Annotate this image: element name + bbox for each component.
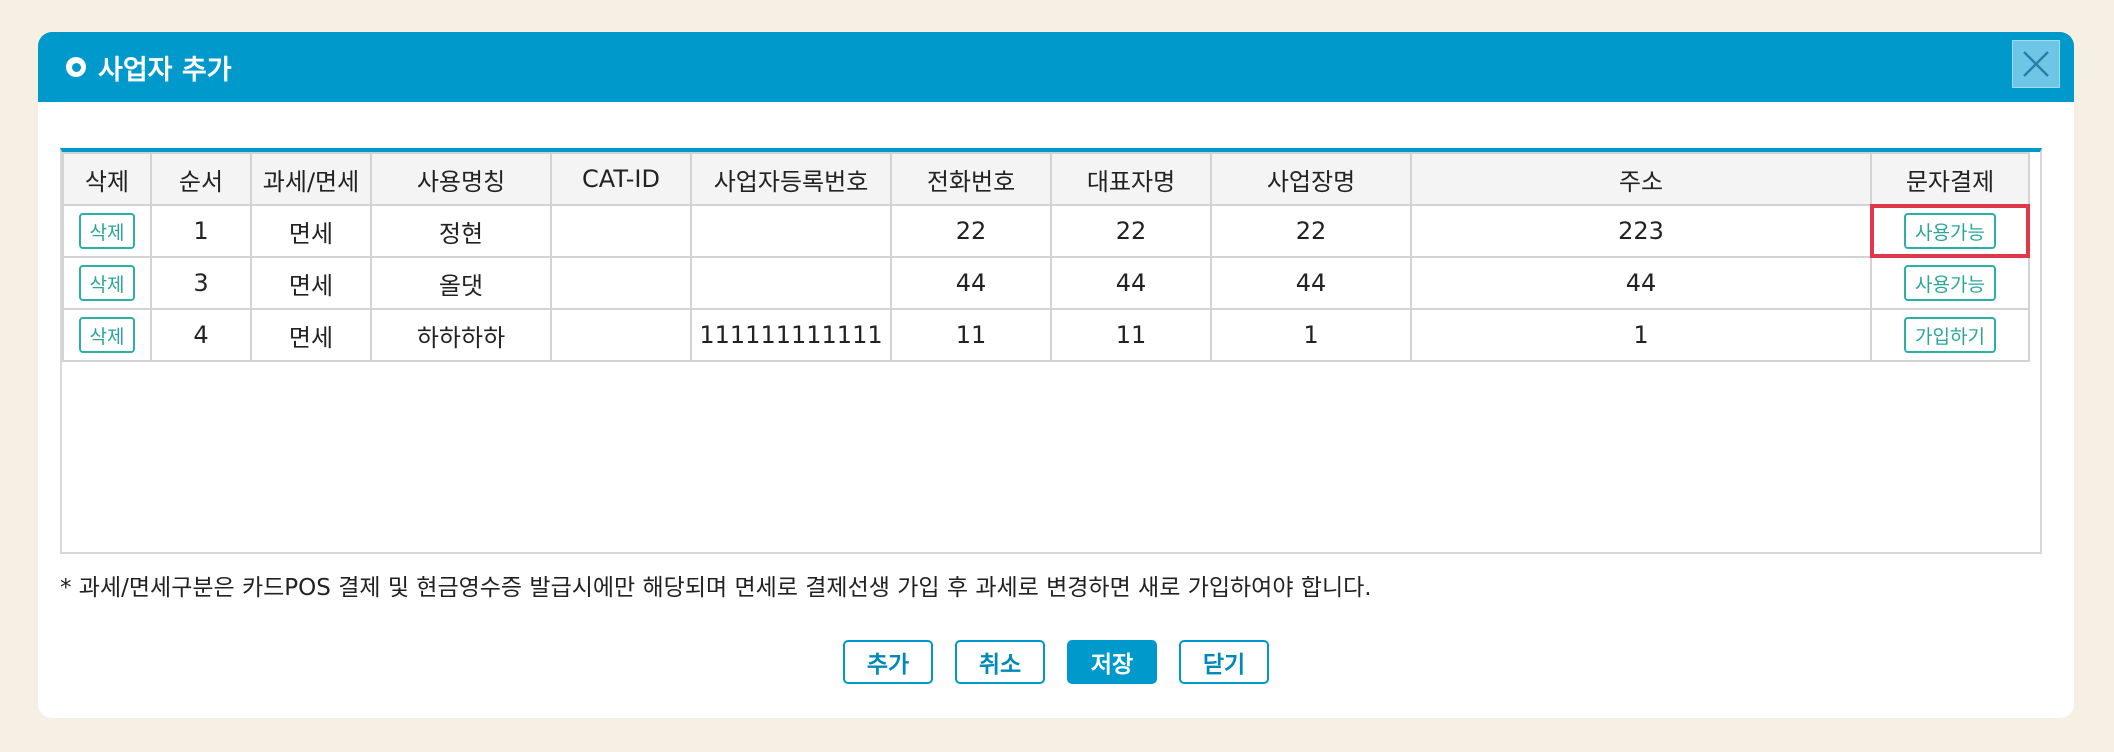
close-button[interactable] (2012, 40, 2060, 88)
cell-address: 44 (1410, 256, 1872, 310)
cell-delete: 삭제 (62, 204, 152, 258)
cell-sms-payment: 사용가능 (1870, 256, 2030, 310)
header-business-number: 사업자등록번호 (690, 152, 892, 206)
cell-order: 4 (150, 308, 252, 362)
dialog-footer: 추가 취소 저장 닫기 (38, 640, 2074, 684)
cell-ceo-name: 44 (1050, 256, 1212, 310)
delete-button[interactable]: 삭제 (78, 213, 136, 249)
delete-button[interactable]: 삭제 (78, 317, 136, 353)
header-address: 주소 (1410, 152, 1872, 206)
header-ceo-name: 대표자명 (1050, 152, 1212, 206)
header-store-name: 사업장명 (1210, 152, 1412, 206)
header-order: 순서 (150, 152, 252, 206)
dialog-title: 사업자 추가 (98, 54, 232, 86)
business-grid: 삭제 순서 과세/면세 사용명칭 CAT-ID 사업자등록번호 전화번호 대표자… (60, 148, 2042, 554)
sms-signup-button[interactable]: 가입하기 (1904, 317, 1996, 353)
header-display-name: 사용명칭 (370, 152, 552, 206)
header-tax-type: 과세/면세 (250, 152, 372, 206)
delete-button[interactable]: 삭제 (78, 265, 136, 301)
cell-cat-id (550, 256, 692, 310)
cell-business-number (690, 204, 892, 258)
header-phone: 전화번호 (890, 152, 1052, 206)
cell-store-name: 22 (1210, 204, 1412, 258)
business-table: 삭제 순서 과세/면세 사용명칭 CAT-ID 사업자등록번호 전화번호 대표자… (62, 152, 2030, 362)
dialog-titlebar: 사업자 추가 (38, 32, 2074, 102)
cell-phone: 11 (890, 308, 1052, 362)
cell-cat-id (550, 204, 692, 258)
add-button[interactable]: 추가 (843, 640, 933, 684)
table-row: 삭제 1 면세 정현 22 22 22 223 사용가능 (62, 204, 2030, 258)
cell-delete: 삭제 (62, 308, 152, 362)
cell-delete: 삭제 (62, 256, 152, 310)
cell-address: 223 (1410, 204, 1872, 258)
cell-tax-type: 면세 (250, 204, 372, 258)
cell-store-name: 44 (1210, 256, 1412, 310)
cell-display-name: 하하하하 (370, 308, 552, 362)
cell-sms-payment: 가입하기 (1870, 308, 2030, 362)
cell-phone: 44 (890, 256, 1052, 310)
header-sms-payment: 문자결제 (1870, 152, 2030, 206)
close-dialog-button[interactable]: 닫기 (1179, 640, 1269, 684)
sms-status-button[interactable]: 사용가능 (1904, 265, 1996, 301)
cell-ceo-name: 22 (1050, 204, 1212, 258)
header-cat-id: CAT-ID (550, 152, 692, 206)
cell-tax-type: 면세 (250, 308, 372, 362)
close-icon (2023, 51, 2049, 77)
table-row: 삭제 4 면세 하하하하 111111111111 11 11 1 1 가입하기 (62, 308, 2030, 362)
sms-status-button[interactable]: 사용가능 (1904, 213, 1996, 249)
tax-note: * 과세/면세구분은 카드POS 결제 및 현금영수증 발급시에만 해당되며 면… (60, 575, 1372, 601)
cell-display-name: 정현 (370, 204, 552, 258)
cell-display-name: 올댓 (370, 256, 552, 310)
cancel-button[interactable]: 취소 (955, 640, 1045, 684)
cell-business-number: 111111111111 (690, 308, 892, 362)
cell-order: 3 (150, 256, 252, 310)
circle-bullet-icon (66, 57, 86, 77)
add-business-dialog: 사업자 추가 삭제 순서 과세/면세 사용명칭 CAT-ID 사업자등록번호 (38, 32, 2074, 718)
header-delete: 삭제 (62, 152, 152, 206)
cell-order: 1 (150, 204, 252, 258)
cell-phone: 22 (890, 204, 1052, 258)
cell-tax-type: 면세 (250, 256, 372, 310)
cell-business-number (690, 256, 892, 310)
cell-sms-payment: 사용가능 (1870, 204, 2030, 258)
cell-address: 1 (1410, 308, 1872, 362)
table-row: 삭제 3 면세 올댓 44 44 44 44 사용가능 (62, 256, 2030, 310)
cell-store-name: 1 (1210, 308, 1412, 362)
cell-ceo-name: 11 (1050, 308, 1212, 362)
table-header-row: 삭제 순서 과세/면세 사용명칭 CAT-ID 사업자등록번호 전화번호 대표자… (62, 152, 2030, 206)
save-button[interactable]: 저장 (1067, 640, 1157, 684)
cell-cat-id (550, 308, 692, 362)
